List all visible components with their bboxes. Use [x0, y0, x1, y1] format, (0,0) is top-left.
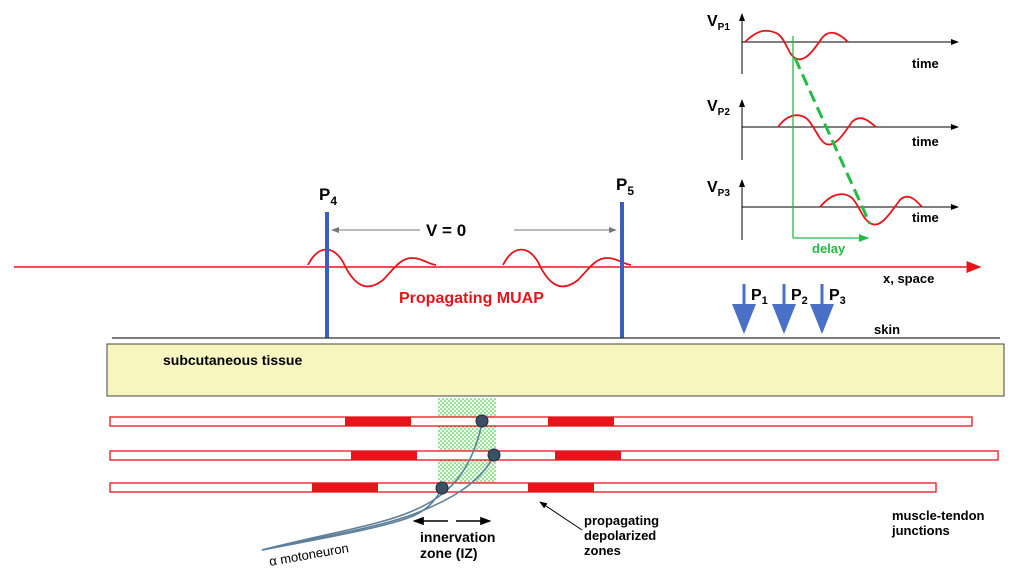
delay-label: delay	[812, 241, 846, 256]
propagating-muap-label: Propagating MUAP	[399, 290, 544, 307]
vp2-label: VP2	[707, 98, 730, 118]
vp3-time-label: time	[912, 210, 939, 225]
motor-endplate-icon	[435, 481, 449, 495]
depolarized-zone-1b	[548, 417, 614, 426]
muscle-fiber-2	[109, 450, 999, 461]
motor-endplate-icon	[475, 414, 489, 428]
depolarized-pointer-arrow	[539, 501, 583, 531]
electrode-p4	[325, 212, 329, 338]
depolarized-label-line1: propagating	[584, 513, 659, 528]
depolarized-zone-3a	[312, 483, 378, 492]
x-space-label: x, space	[883, 271, 934, 286]
vp3-label: VP3	[707, 179, 730, 199]
depolarized-label-line2: depolarized	[584, 528, 656, 543]
subcutaneous-label: subcutaneous tissue	[163, 352, 302, 368]
innervation-zone-area	[438, 398, 496, 490]
depolarized-zone-3b	[528, 483, 594, 492]
motoneuron-branch-2	[261, 454, 495, 551]
muap-waveform-right	[502, 248, 632, 288]
motoneuron-label: α motoneuron	[268, 540, 350, 569]
skin-label: skin	[874, 322, 900, 337]
motor-endplate-icon	[487, 448, 501, 462]
motoneuron-branch-3	[261, 487, 443, 551]
p3-label: P3	[829, 287, 846, 307]
muscle-fiber-3	[109, 482, 937, 493]
p5-label: P5	[616, 175, 634, 198]
vp3-waveform	[819, 193, 923, 226]
depolarized-zone-2b	[555, 451, 621, 460]
motoneuron-branch-1	[261, 422, 483, 551]
p1-label: P1	[751, 287, 768, 307]
p4-label: P4	[319, 185, 337, 208]
vp1-waveform	[744, 29, 849, 61]
innervation-label-line1: innervation	[420, 529, 495, 545]
tendon-label-line1: muscle-tendon	[892, 508, 985, 523]
velocity-label: V = 0	[426, 221, 466, 240]
vp1-label: VP1	[707, 13, 730, 33]
delay-propagation-dashed-line	[793, 57, 872, 225]
innervation-label-line2: zone (IZ)	[420, 545, 478, 561]
electrode-p5	[620, 202, 624, 338]
depolarized-zone-2a	[351, 451, 417, 460]
muscle-fiber-1	[109, 416, 973, 427]
vp1-time-label: time	[912, 56, 939, 71]
depolarized-zone-1a	[345, 417, 411, 426]
vp2-waveform	[777, 114, 877, 146]
vp2-time-label: time	[912, 134, 939, 149]
tendon-label-line2: junctions	[891, 523, 950, 538]
depolarized-label-line3: zones	[584, 543, 621, 558]
subcutaneous-tissue-layer	[106, 343, 1005, 397]
p2-label: P2	[791, 287, 808, 307]
muap-waveform-left	[307, 248, 437, 288]
